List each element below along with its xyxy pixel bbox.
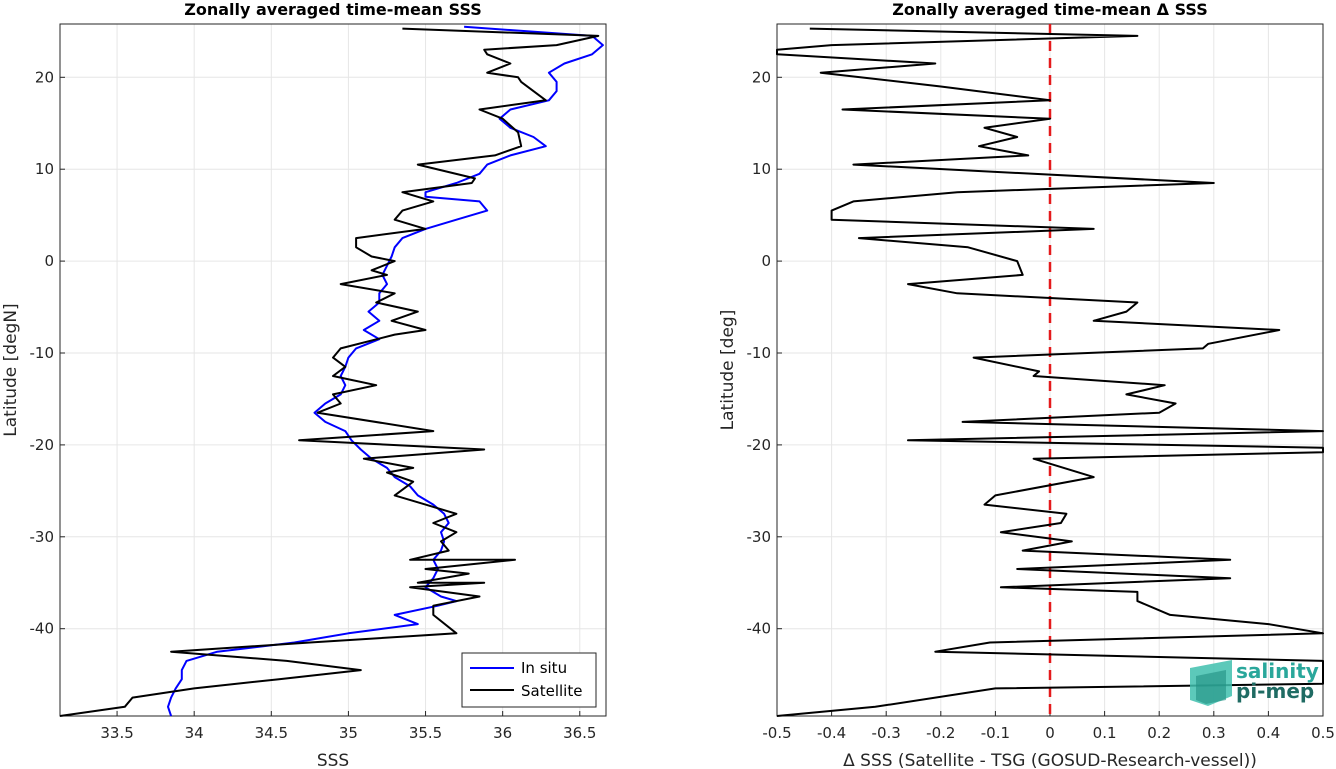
sss-chart-title: Zonally averaged time-mean SSS	[184, 0, 482, 19]
delta-sss-chart-ytick-label: -10	[747, 344, 772, 362]
delta-sss-chart-ylabel: Latitude [deg]	[718, 310, 738, 431]
sss-chart-series	[59, 25, 604, 717]
delta-sss-chart-xtick-label: -0.1	[981, 724, 1010, 742]
delta-sss-chart-xtick-label: -0.4	[817, 724, 846, 742]
delta-sss-chart-title: Zonally averaged time-mean Δ SSS	[892, 0, 1208, 19]
delta-sss-chart-ytick-label: 20	[752, 68, 771, 86]
sss-chart-xtick-label: 36.5	[563, 724, 596, 742]
sss-chart-xtick-label: 33.5	[100, 724, 133, 742]
logo-wave-shadow-icon	[1196, 670, 1226, 704]
delta-sss-chart-grid	[776, 24, 1324, 716]
delta-sss-chart-xtick-label: -0.5	[762, 724, 791, 742]
delta-sss-chart: -0.5 -0.4 -0.3 -0.2 -0.1 0 0.1 0.2 0.3 0.4 0.5 -40 -…	[718, 0, 1335, 769]
delta-sss-chart-xtick-label: 0.5	[1311, 724, 1335, 742]
delta-sss-chart-ytick-label: 10	[752, 160, 771, 178]
sss-chart-grid	[60, 24, 606, 716]
legend-box	[461, 652, 597, 708]
sss-chart-series-satellite	[59, 27, 600, 717]
delta-sss-chart-xtick-label: 0.4	[1256, 724, 1280, 742]
delta-sss-chart-xtick-label: 0	[1045, 724, 1055, 742]
sss-chart-xtick-label: 34.5	[255, 724, 288, 742]
sss-chart-series-in-situ	[167, 25, 604, 717]
sss-chart-xtick-label: 36	[493, 724, 512, 742]
delta-sss-chart-xtick-label: -0.3	[872, 724, 901, 742]
sss-chart-ytick-label: -10	[30, 344, 55, 362]
legend-label-satellite: Satellite	[521, 682, 582, 700]
delta-sss-chart-series	[776, 24, 1324, 717]
delta-sss-chart-ytick-label: -20	[747, 436, 772, 454]
salinity-pi-mep-logo: salinity pi-mep	[1190, 659, 1319, 706]
delta-sss-chart-ticks: -0.5 -0.4 -0.3 -0.2 -0.1 0 0.1 0.2 0.3 0.4 0.5 -40 -…	[747, 68, 1335, 742]
logo-text-salinity: salinity	[1236, 659, 1319, 683]
sss-chart-ytick-label: -20	[30, 436, 55, 454]
delta-sss-chart-xtick-label: -0.2	[926, 724, 955, 742]
delta-sss-chart-ytick-label: -30	[747, 528, 772, 546]
sss-chart-frame	[59, 23, 607, 717]
sss-chart-ylabel: Latitude [degN]	[1, 303, 21, 436]
sss-chart-xtick-label: 35.5	[409, 724, 442, 742]
delta-sss-chart-xtick-label: 0.2	[1147, 724, 1171, 742]
sss-chart-xtick-label: 35	[339, 724, 358, 742]
legend: In situ Satellite	[461, 652, 597, 708]
sss-chart-ytick-label: 20	[35, 68, 54, 86]
sss-chart-ytick-label: 10	[35, 160, 54, 178]
legend-label-in-situ: In situ	[521, 659, 567, 677]
delta-sss-chart-xtick-label: 0.3	[1202, 724, 1226, 742]
sss-chart: 33.5 34 34.5 35 35.5 36 36.5-40-30-20-1001020 …	[1, 0, 607, 769]
delta-sss-chart-ytick-label: -40	[747, 620, 772, 638]
sss-chart-ticks: 33.5 34 34.5 35 35.5 36 36.5 -40 -30 -20 -10 0 10 20	[30, 68, 597, 742]
delta-sss-chart-series-delta	[776, 27, 1324, 717]
sss-chart-ytick-label: -30	[30, 528, 55, 546]
delta-sss-chart-xlabel: Δ SSS (Satellite - TSG (GOSUD-Research-v…	[843, 751, 1257, 769]
delta-sss-chart-xtick-label: 0.1	[1093, 724, 1117, 742]
sss-chart-xlabel: SSS	[317, 751, 349, 769]
logo-text-pi-mep: pi-mep	[1236, 679, 1314, 703]
sss-chart-ytick-label: 0	[44, 252, 54, 270]
sss-chart-xtick-label: 34	[185, 724, 204, 742]
sss-chart-ytick-label: -40	[30, 620, 55, 638]
delta-sss-chart-ytick-label: 0	[761, 252, 771, 270]
